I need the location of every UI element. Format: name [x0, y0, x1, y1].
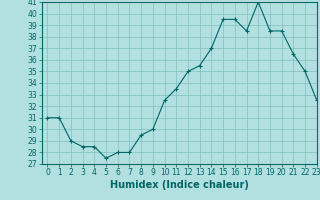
X-axis label: Humidex (Indice chaleur): Humidex (Indice chaleur) [110, 180, 249, 190]
